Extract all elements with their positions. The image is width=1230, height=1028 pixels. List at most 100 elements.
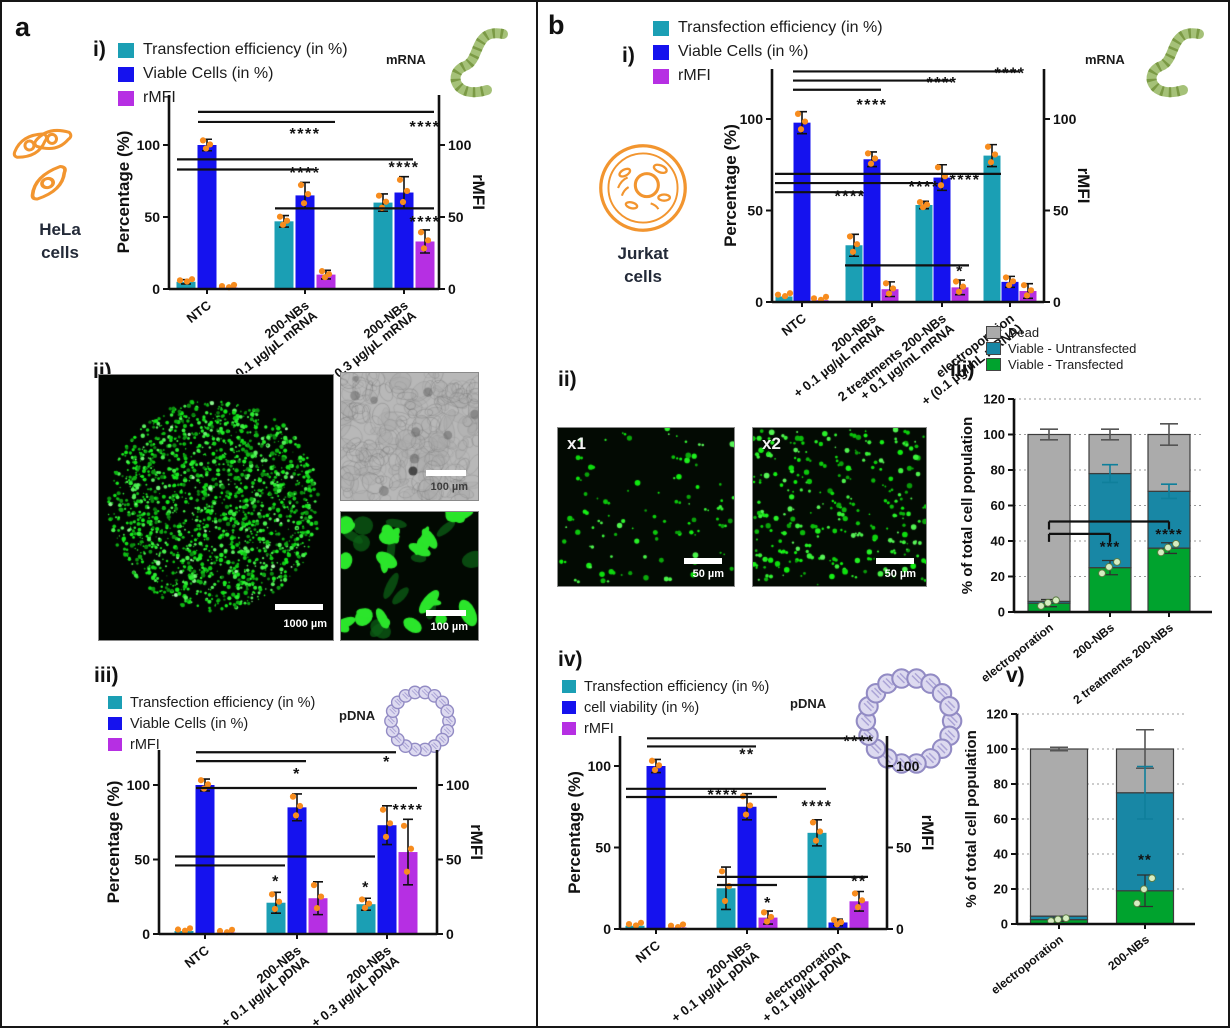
hela-cells-caption: HeLa cells (39, 220, 81, 262)
scalebar-label: 50 µm (692, 568, 724, 580)
data-point (186, 925, 194, 932)
significance-stars: **** (857, 97, 888, 114)
data-point (271, 905, 279, 913)
scalebar (684, 558, 722, 564)
data-point (774, 291, 782, 298)
error-bar-viable (1102, 463, 1118, 484)
chart-jurkat-population-pdna: 0 20 40 60 80 100 120 % of total cell populatio… (962, 690, 1228, 1026)
section-b-ii-label: ii) (558, 368, 577, 391)
jurkat-cells-icon (599, 144, 687, 232)
data-point (188, 276, 196, 283)
legend-label: Viable - Transfected (1008, 356, 1124, 372)
significance-stars: * (293, 766, 301, 783)
legend-swatch (562, 680, 576, 693)
plasmid-bead-hatch (896, 757, 908, 769)
data-point (181, 927, 189, 934)
y-axis-title: Percentage (%) (104, 781, 123, 904)
data-point (833, 921, 841, 928)
data-point (746, 802, 754, 809)
x-tick-label: NTC (633, 937, 664, 966)
legend-item: Transfection efficiency (in %) (562, 676, 769, 697)
error-bar-viable (1137, 765, 1153, 820)
x-tick-label: 200-NBs (1070, 620, 1117, 661)
plasmid-bead-hatch (402, 692, 410, 700)
stack-2-0 (1027, 433, 1071, 602)
data-point (991, 151, 999, 158)
data-point (183, 278, 191, 285)
legend-swatch (986, 341, 1001, 355)
data-point (1002, 274, 1010, 281)
data-point (763, 918, 771, 925)
legend-item: Transfection efficiency (in %) (108, 692, 315, 713)
y-tick-label: 60 (991, 498, 1005, 513)
pdna-icon (855, 668, 963, 774)
bar-1-0 (197, 145, 217, 289)
legend-swatch (118, 42, 134, 58)
y2-axis-title: rMFI (1074, 168, 1093, 204)
bar-1-0 (195, 785, 215, 934)
legend-item: cell viability (in %) (562, 697, 769, 718)
data-point (781, 293, 789, 300)
significance-stars: ** (739, 746, 754, 763)
data-point (199, 137, 207, 144)
legend-swatch (118, 66, 134, 82)
legend-swatch (118, 90, 134, 106)
legend-item: Transfection efficiency (in %) (118, 38, 348, 62)
legend-label: Transfection efficiency (in %) (584, 678, 770, 695)
y-tick-label: 0 (755, 294, 763, 310)
legend-item: rMFI (118, 86, 348, 110)
data-point (937, 182, 945, 189)
jurkat-cells-caption: Jurkat cells (617, 244, 669, 286)
data-point (1044, 598, 1052, 607)
significance-stars: **** (909, 179, 940, 196)
data-point (283, 217, 291, 224)
error-bar-viable (1161, 483, 1177, 500)
brightfield-image: 100 µm (340, 372, 479, 501)
plasmid-bead-hatch (421, 688, 429, 696)
bar-0-0 (176, 281, 196, 289)
data-point (310, 882, 318, 889)
y2-axis-title: rMFI (918, 815, 937, 851)
mrna-icon (1146, 28, 1204, 98)
legend-item: rMFI (653, 64, 883, 88)
data-point (396, 176, 404, 183)
y-tick-label: 0 (1001, 917, 1008, 932)
section-b-v-label: v) (1006, 664, 1025, 687)
data-point (321, 274, 329, 281)
plasmid-bead-hatch (870, 687, 882, 699)
data-point (1054, 915, 1062, 924)
mrna-icon (450, 28, 508, 98)
data-point (846, 233, 854, 240)
y2-tick-label: 0 (896, 921, 904, 937)
significance-stars: **** (1155, 526, 1182, 543)
data-point (275, 898, 283, 905)
significance-bracket (1047, 520, 1171, 530)
y-tick-label: 100 (588, 758, 612, 774)
scalebar-label: 100 µm (430, 621, 468, 633)
significance-stars: ** (851, 874, 866, 891)
y-tick-label: 50 (747, 203, 763, 219)
data-point (424, 237, 432, 244)
legend-label: Viable Cells (in %) (130, 715, 249, 732)
y-tick-label: 20 (991, 569, 1005, 584)
plasmid-bead-hatch (411, 745, 419, 753)
chart-jurkat-mrna: 0 50 100 0 50 100 Percentage (%) rMFI NTC 200-NBs… (721, 57, 1132, 437)
bar-0-2 (807, 832, 827, 929)
stacked-bar-chart-b_v: 0 20 40 60 80 100 120 % of total cell populatio… (963, 707, 1195, 997)
scalebar (426, 470, 466, 476)
chart-hela-mrna: 0 50 100 0 50 100 Percentage (%) rMFI NTC 200-NBs… (107, 87, 517, 388)
x-tick-label: NTC (184, 297, 215, 326)
data-point (358, 896, 366, 903)
data-point (786, 290, 794, 297)
error-bar-total (1160, 423, 1178, 446)
data-point (767, 913, 775, 921)
plasmid-bead-hatch (394, 735, 402, 743)
y-tick-label: 100 (137, 137, 161, 153)
scalebar (275, 604, 323, 610)
data-point (202, 145, 210, 152)
data-point (1105, 563, 1113, 571)
bar-0-1 (266, 902, 286, 934)
bar-1-0 (793, 122, 811, 302)
